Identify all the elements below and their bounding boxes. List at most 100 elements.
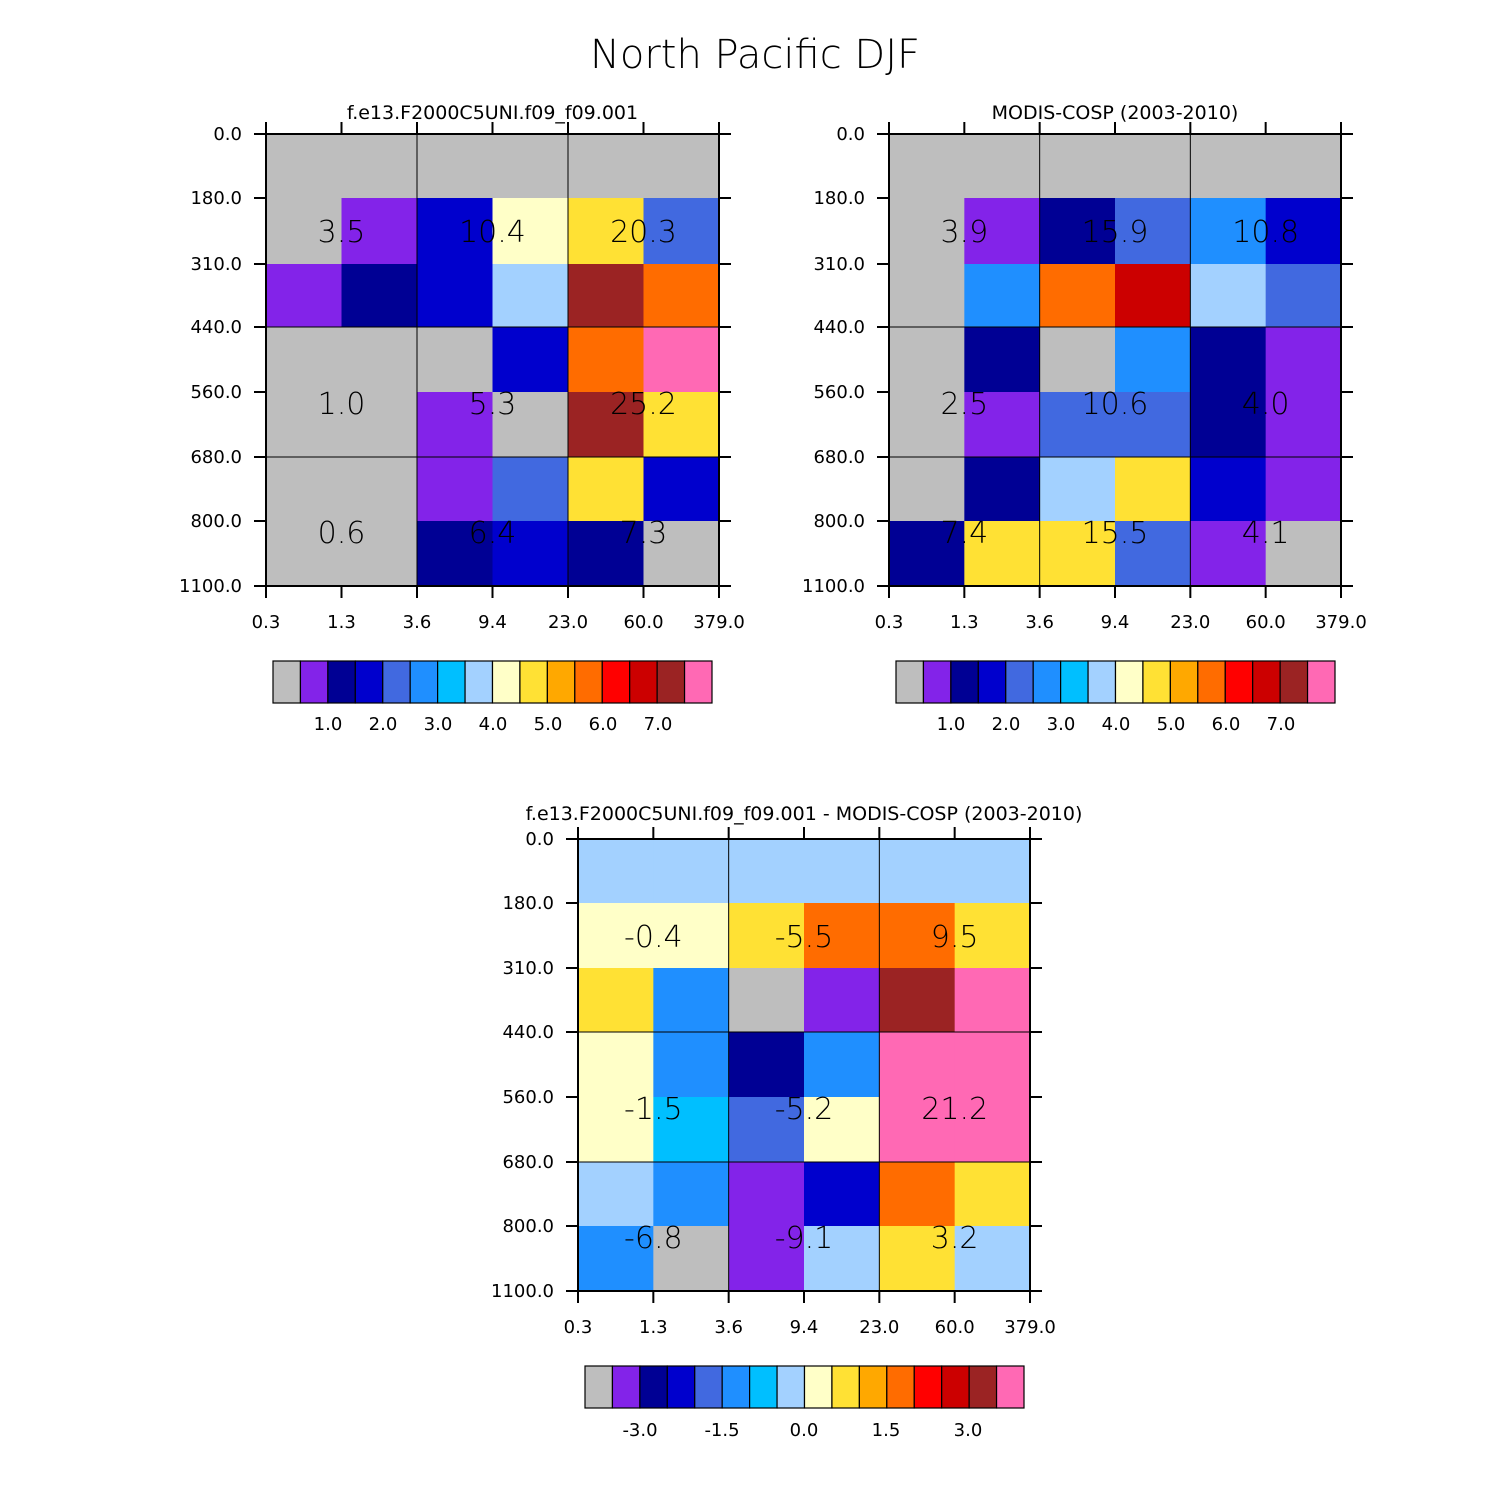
heatmap-cell: [889, 457, 965, 522]
heatmap-cell: [728, 903, 805, 969]
heatmap-cell: [578, 968, 654, 1033]
heatmap-cell: [1190, 198, 1267, 265]
x-tick-label: 379.0: [693, 612, 745, 633]
box-value-label: 21.2: [921, 1092, 988, 1127]
colorbar-swatch: [1114, 660, 1144, 704]
colorbar-swatch: [1279, 660, 1309, 704]
colorbar-tick-label: 7.0: [1267, 714, 1296, 735]
x-tick-label: 379.0: [1004, 1317, 1056, 1338]
colorbar-swatch: [1060, 660, 1089, 704]
heatmap-cell: [266, 392, 342, 458]
heatmap-cell: [804, 839, 880, 904]
heatmap-cell: [1190, 521, 1267, 587]
x-tick-label: 3.6: [1025, 612, 1054, 633]
heatmap-cell: [954, 968, 1031, 1033]
heatmap-cell: [643, 457, 720, 522]
heatmap-cell: [643, 392, 720, 458]
heatmap-cell: [417, 327, 493, 393]
box-value-label: 15.9: [1082, 215, 1149, 250]
heatmap-cell: [578, 1032, 654, 1098]
colorbar-swatch: [656, 660, 686, 704]
y-tick-label: 440.0: [502, 1022, 554, 1043]
colorbar-swatch: [666, 1365, 696, 1409]
colorbar-swatch: [601, 660, 631, 704]
heatmap-cell: [1039, 198, 1116, 265]
colorbar-tick-label: 3.0: [424, 714, 453, 735]
heatmap-cell: [889, 392, 965, 458]
colorbar-swatch: [272, 660, 302, 704]
heatmap-cell: [341, 198, 418, 265]
colorbar-swatch: [437, 660, 466, 704]
heatmap-cell: [568, 327, 644, 393]
colorbar-tick-label: 1.5: [872, 1420, 901, 1441]
heatmap-cell: [1190, 457, 1267, 522]
colorbar-swatch: [721, 1365, 751, 1409]
box-value-label: -5.2: [775, 1092, 834, 1127]
heatmap-cell: [653, 839, 730, 904]
heatmap-cell: [879, 968, 956, 1033]
panel-title: MODIS-COSP (2003-2010): [992, 102, 1239, 124]
colorbar-tick-label: 1.0: [937, 714, 966, 735]
box-value-label: 0.6: [318, 516, 366, 551]
heatmap-cell: [341, 134, 418, 199]
colorbar-swatch: [327, 660, 356, 704]
colorbar-tick-label: 6.0: [1212, 714, 1241, 735]
heatmap-cell: [879, 1162, 956, 1227]
heatmap-cell: [879, 839, 956, 904]
heatmap-cell: [1115, 198, 1191, 265]
heatmap-cell: [492, 521, 569, 587]
heatmap-cell: [964, 521, 1041, 587]
heatmap-cell: [728, 839, 805, 904]
y-tick-label: 0.0: [213, 124, 242, 145]
colorbar-tick-label: 2.0: [369, 714, 398, 735]
heatmap-cell: [578, 1226, 654, 1292]
y-tick-label: 680.0: [813, 447, 865, 468]
heatmap-cell: [1039, 392, 1116, 458]
x-tick-label: 1.3: [327, 612, 356, 633]
heatmap-cell: [1115, 134, 1191, 199]
heatmap-cell: [643, 134, 720, 199]
heatmap-cell: [341, 392, 418, 458]
colorbar-swatch: [299, 660, 329, 704]
heatmap-cell: [568, 264, 644, 328]
heatmap-cell: [1265, 198, 1342, 265]
colorbar-tick-label: 3.0: [954, 1420, 983, 1441]
box-value-label: 3.2: [931, 1221, 979, 1256]
y-tick-label: 440.0: [813, 317, 865, 338]
heatmap-cell: [728, 1226, 805, 1292]
x-tick-label: 3.6: [714, 1317, 743, 1338]
panel-title: f.e13.F2000C5UNI.f09_f09.001 - MODIS-COS…: [526, 803, 1083, 825]
x-tick-label: 9.4: [1101, 612, 1130, 633]
box-value-label: 10.8: [1232, 215, 1299, 250]
colorbar-swatch: [950, 660, 979, 704]
heatmap-cell: [954, 839, 1031, 904]
heatmap-cell: [804, 1032, 880, 1098]
colorbar-tick-label: 5.0: [534, 714, 563, 735]
heatmap-cell: [889, 198, 965, 265]
y-tick-label: 560.0: [813, 382, 865, 403]
colorbar-swatch: [776, 1365, 806, 1409]
heatmap-cell: [578, 903, 654, 969]
heatmap-cell: [341, 264, 418, 328]
heatmap-cell: [643, 264, 720, 328]
heatmap-cell: [1265, 264, 1342, 328]
heatmap-cell: [417, 521, 493, 587]
colorbar-swatch: [1142, 660, 1171, 704]
heatmap-cell: [653, 1162, 730, 1227]
colorbar-swatch: [886, 1365, 915, 1409]
x-tick-label: 60.0: [623, 612, 663, 633]
heatmap-cell: [804, 1097, 880, 1163]
heatmap-cell: [1265, 392, 1342, 458]
colorbar-swatch: [913, 1365, 943, 1409]
heatmap-cell: [653, 903, 730, 969]
heatmap-cell: [568, 521, 644, 587]
panel-title: f.e13.F2000C5UNI.f09_f09.001: [347, 102, 638, 124]
heatmap-cell: [492, 264, 569, 328]
y-tick-label: 680.0: [502, 1152, 554, 1173]
colorbar-tick-label: -3.0: [622, 1420, 657, 1441]
y-tick-label: 1100.0: [179, 576, 242, 597]
box-value-label: 4.0: [1242, 387, 1290, 422]
heatmap-cell: [889, 327, 965, 393]
heatmap-cell: [568, 198, 644, 265]
colorbar-swatch: [611, 1365, 641, 1409]
